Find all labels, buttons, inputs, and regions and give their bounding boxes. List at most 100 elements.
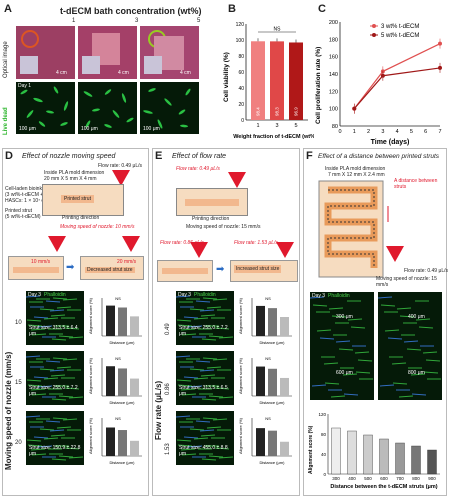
bioink-label: Cell-laden bioink (5, 186, 42, 192)
mini-ylabel: Alignment score (%) (88, 417, 93, 454)
f-micrograph-right: 400 μm 800 μm (378, 292, 442, 400)
mini-bar (256, 366, 265, 396)
f-bar (395, 442, 405, 475)
c-xtick: 7 (438, 129, 441, 135)
livedead-image-5: 100 μm (140, 82, 199, 134)
optical-image-3: 4 cm (78, 26, 137, 79)
f-alignment-chart: 0 40 80 120 300 400 500 600 700 800 900 Alignment s… (308, 412, 440, 490)
f-mold-dim: 7 mm X 12 mm X 2.4 mm (328, 172, 385, 178)
e-axis-label: Flow rate (μL/s) (154, 380, 163, 440)
panel-d-label: D (5, 150, 13, 162)
f-xtick: 700 (396, 476, 404, 481)
e-nozzle-icon-b (276, 242, 294, 258)
f-bar (331, 427, 341, 475)
d-alignment-chart-2: NS Alignment score (%) Distance (μm) (88, 356, 142, 405)
panel-d (2, 148, 149, 496)
b-ytick: 120 (236, 22, 245, 28)
b-ytick: 40 (238, 86, 244, 92)
mini-bar (118, 307, 127, 336)
b-xtick: 3 (275, 123, 278, 129)
mini-bar (106, 366, 115, 396)
c-ytick: 100 (329, 107, 338, 113)
e-flow-a: Flow rate: 0.86 μL/s (160, 240, 204, 246)
panel-b-label: B (228, 3, 236, 15)
c-xtick: 2 (367, 129, 370, 135)
mini-ns: NS (115, 296, 121, 301)
c-xtick: 3 (381, 129, 384, 135)
f-distance-label: A distance between struts (394, 178, 438, 190)
b-ytick: 60 (238, 70, 244, 76)
row-label-livedead: Live dead (3, 107, 9, 135)
b-ytick: 100 (236, 38, 245, 44)
mini-ns: NS (115, 356, 121, 361)
f-bar (427, 449, 437, 475)
optical-image-1: 4 cm (16, 26, 75, 79)
livedead-image-3: 100 μm (78, 82, 137, 134)
c-xtick: 1 (353, 129, 356, 135)
c-xtick: 4 (396, 129, 399, 135)
e-micrograph-3: Strut size: 455.0 ± 8.8 μm (176, 411, 234, 465)
e-alignment-chart-2: NS Alignment score (%) Distance (μm) (238, 356, 292, 405)
b-bar-label: 98.3 (275, 107, 280, 116)
c-ytick: 140 (329, 72, 338, 78)
f-xtick: 400 (348, 476, 356, 481)
mini-ns: NS (115, 416, 121, 421)
b-bar-label: 96.9 (294, 107, 299, 116)
e-micrograph-1: Day 3 Phalloidin Strut size: 255.0 ± 7.2… (176, 291, 234, 345)
mini-xlabel: Distance (μm) (260, 400, 286, 405)
col-label-3: 3 (135, 18, 139, 24)
mini-bar (280, 377, 289, 396)
mold-dim: 20 mm X 5 mm X 4 mm (44, 176, 97, 182)
d-micrograph-1: Day 3 Phalloidin Strut size: 313.5 ± 6.4… (26, 291, 84, 345)
panel-e-title: Effect of flow rate (172, 153, 227, 160)
mold-diagram: Printed strut (42, 184, 124, 216)
f-xtick: 900 (428, 476, 436, 481)
d-micrograph-2: Strut size: 255.0 ± 7.2 μm (26, 351, 84, 405)
mini-bar (106, 305, 115, 336)
panel-f-label: F (306, 150, 313, 162)
col-label-1: 1 (72, 18, 76, 24)
panel-c-label: C (318, 3, 326, 15)
mini-xlabel: Distance (μm) (260, 340, 286, 345)
f-xtick: 800 (412, 476, 420, 481)
c-xlabel: Time (days) (371, 139, 410, 146)
d-row-value-3: 20 (15, 440, 22, 446)
c-ytick: 80 (332, 124, 338, 130)
b-bar (270, 41, 284, 120)
panel-d-title: Effect of nozzle moving speed (22, 153, 116, 160)
c-ytick: 200 (329, 20, 338, 26)
mini-bar (268, 308, 277, 336)
f-flow-label: Flow rate: 0.49 μL/s (404, 268, 449, 274)
e-direction-label: Printing direction (192, 216, 230, 222)
c-ytick: 160 (329, 55, 338, 61)
f-moving-label: Moving speed of nozzle: 15 mm/s (376, 276, 437, 288)
c-xtick: 0 (338, 129, 341, 135)
b-ytick: 20 (238, 102, 244, 108)
f-bar (379, 438, 389, 475)
c-series-line (353, 43, 441, 110)
f-xtick: 500 (364, 476, 372, 481)
flow-label: Flow rate: 0.49 μL/s (98, 163, 143, 169)
cell-viability-chart: 0 20 40 60 80 100 120 98.4 1 98.3 3 96.9 5 NS Cell via… (223, 22, 314, 140)
e-row-value-1: 0.49 (165, 323, 171, 335)
mini-bar (280, 441, 289, 456)
f-mold-label: Inside PLA mold dimension (325, 166, 386, 172)
panel-e-label: E (155, 150, 163, 162)
e-nozzle-icon-a (190, 242, 208, 258)
col-label-5: 5 (197, 18, 201, 24)
livedead-image-1: Day 1 100 μm (16, 82, 75, 134)
f-bar (363, 434, 373, 475)
c-legend-label: 5 wt% t-dECM (381, 33, 419, 39)
f-ytick: 80 (321, 432, 327, 437)
nozzle-icon-a (48, 236, 66, 252)
f-ytick: 0 (323, 472, 326, 477)
c-ytick: 180 (329, 37, 338, 43)
mini-ylabel: Alignment score (%) (88, 297, 93, 334)
arrow-icon: ➡ (66, 262, 75, 273)
d-axis-label: Moving speed of nozzle (mm/s) (4, 351, 13, 470)
b-ytick: 0 (241, 118, 244, 124)
d-alignment-chart-1: NS Alignment score (%) Distance (μm) (88, 296, 142, 345)
f-serpentine-diagram (318, 180, 389, 278)
c-xtick: 5 (410, 129, 413, 135)
b-xtick: 1 (256, 123, 259, 129)
